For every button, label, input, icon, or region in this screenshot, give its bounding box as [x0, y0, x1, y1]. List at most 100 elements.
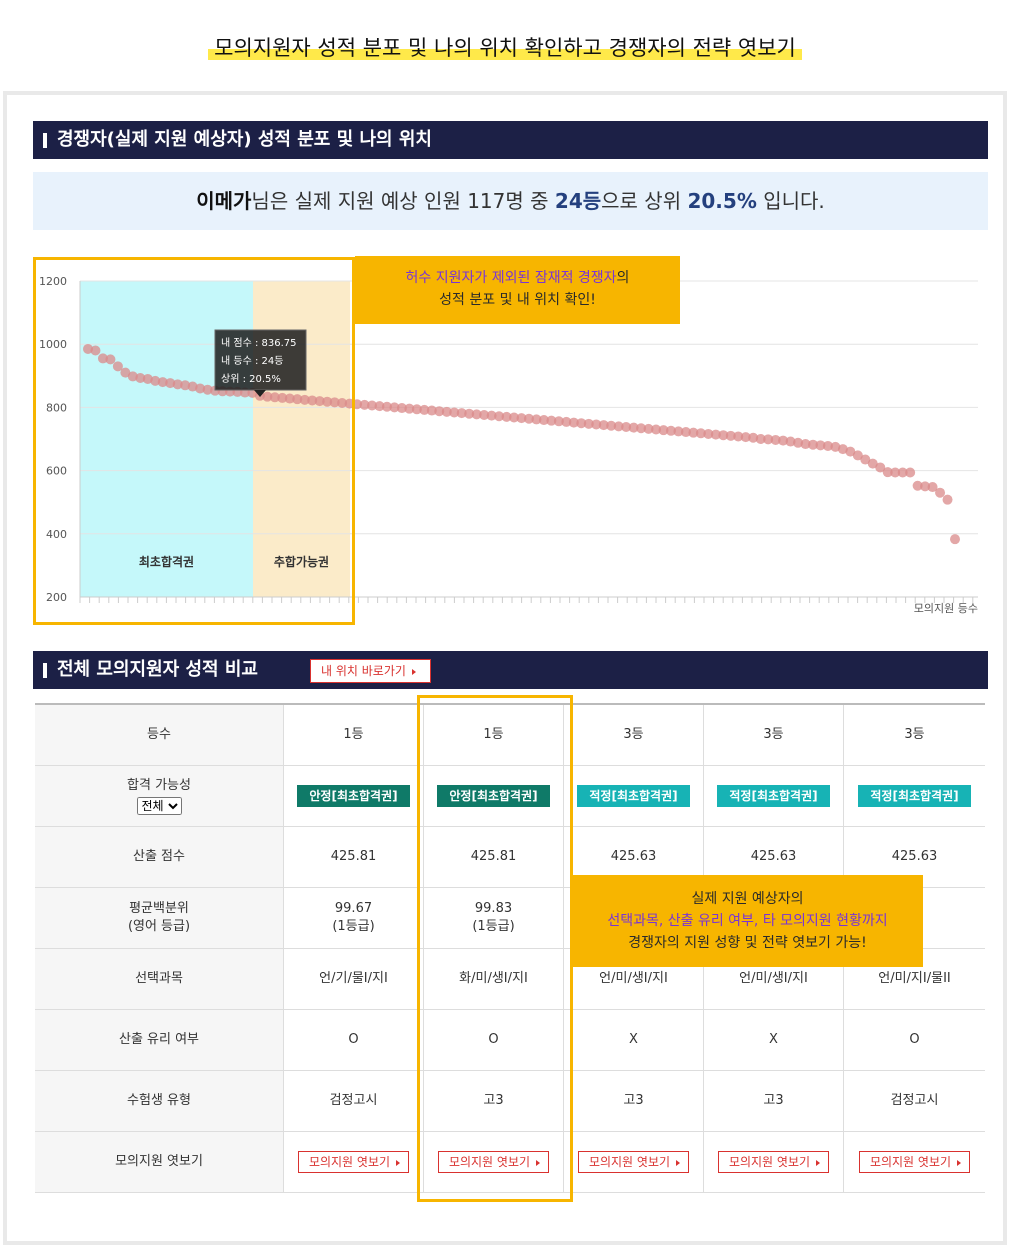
cell-text: X [769, 1032, 778, 1047]
point [434, 406, 445, 417]
point [710, 429, 721, 440]
cell-text: 고3 [763, 1093, 784, 1108]
callout: 허수 지원자가 제외된 잠재적 경쟁자의 성적 분포 및 내 위치 확인! [355, 256, 680, 324]
cell: 모의지원 엿보기 [564, 1132, 704, 1193]
point [561, 416, 572, 427]
point [90, 345, 101, 356]
point [800, 439, 811, 450]
point [628, 422, 639, 433]
callout: 실제 지원 예상자의 선택과목, 산출 유리 여부, 타 모의지원 현황까지 경쟁자… [572, 875, 923, 967]
point [307, 395, 318, 406]
point [292, 394, 303, 405]
cell-text: (1등급) [472, 919, 515, 934]
point [748, 432, 759, 443]
point [598, 420, 609, 431]
peek-button[interactable]: 모의지원 엿보기 [577, 1151, 690, 1173]
row-header: 모의지원 엿보기 [35, 1132, 284, 1193]
point [591, 419, 602, 430]
cell: 3등 [564, 705, 704, 766]
highlight-box [33, 257, 355, 625]
point [322, 396, 333, 407]
cell: 1등 [284, 705, 424, 766]
peek-button[interactable]: 모의지원 엿보기 [858, 1151, 971, 1173]
point [120, 367, 131, 378]
go-button[interactable]: 내 위치 바로가기 [310, 659, 431, 683]
point [785, 436, 796, 447]
point [882, 467, 893, 478]
cell: O [424, 1010, 564, 1071]
cell-text: 언/미/생I/지I [599, 971, 668, 986]
callout-text: 의 [616, 270, 630, 286]
badge: 안정[최초합격권] [297, 785, 410, 807]
cell: 검정고시 [284, 1071, 424, 1132]
cell: O [844, 1010, 985, 1071]
point [897, 467, 908, 478]
frame [3, 91, 1007, 1245]
point [531, 414, 542, 425]
cell-text: 3등 [623, 727, 644, 742]
point [807, 439, 818, 450]
cell-text: 검정고시 [329, 1093, 378, 1108]
point [770, 434, 781, 445]
cell-text: 언/미/생I/지I [739, 971, 808, 986]
point [658, 425, 669, 436]
cell: 검정고시 [844, 1071, 985, 1132]
point [464, 408, 475, 419]
point [172, 379, 183, 390]
cell-text: O [348, 1032, 359, 1047]
point [494, 411, 505, 422]
y-tick-label: 200 [46, 591, 67, 604]
y-tick-label: 800 [46, 401, 67, 414]
point [150, 375, 161, 386]
row-label: (영어 등급) [127, 919, 191, 934]
point [329, 397, 340, 408]
point [875, 462, 886, 473]
point [277, 392, 288, 403]
point [920, 481, 931, 492]
cell-text: 3등 [904, 727, 925, 742]
row-header: 합격 가능성 전체 [35, 766, 284, 827]
point [576, 418, 587, 429]
tooltip-text: 내 등수 : 24등 [221, 355, 283, 367]
cell-text: 425.81 [470, 849, 517, 864]
point [389, 402, 400, 413]
badge: 적정[최초합격권] [858, 785, 971, 807]
cell: 모의지원 엿보기 [704, 1132, 844, 1193]
cell: 425.81 [284, 827, 424, 888]
x-axis-label: 모의지원 등수 [914, 602, 978, 615]
point [912, 480, 923, 491]
summary-text: 님은 실제 지원 예상 인원 117명 중 [251, 189, 555, 213]
cell: 적정[최초합격권] [704, 766, 844, 827]
filter-select[interactable]: 전체 [136, 797, 182, 815]
cell: 안정[최초합격권] [284, 766, 424, 827]
cell-text: 425.81 [330, 849, 377, 864]
point [568, 417, 579, 428]
point [479, 409, 490, 420]
point [860, 454, 871, 465]
cell: 언/미/지I/물II [844, 949, 985, 1010]
point [725, 430, 736, 441]
y-tick-label: 1200 [39, 275, 67, 288]
region-label: 최초합격권 [139, 554, 194, 569]
point [680, 427, 691, 438]
point [778, 435, 789, 446]
point [740, 432, 751, 443]
point [852, 450, 863, 461]
point [703, 428, 714, 439]
row-header: 등수 [35, 705, 284, 766]
point [202, 384, 213, 395]
cell-text: 1등 [343, 727, 364, 742]
point [935, 487, 946, 498]
cell-text: 99.83 [474, 901, 513, 916]
point [621, 421, 632, 432]
peek-button[interactable]: 모의지원 엿보기 [297, 1151, 410, 1173]
point [449, 407, 460, 418]
point [583, 418, 594, 429]
point [187, 381, 198, 392]
point [822, 440, 833, 451]
y-tick-label: 1000 [39, 338, 67, 351]
peek-button[interactable]: 모의지원 엿보기 [717, 1151, 830, 1173]
point [942, 494, 953, 505]
peek-button[interactable]: 모의지원 엿보기 [437, 1151, 550, 1173]
